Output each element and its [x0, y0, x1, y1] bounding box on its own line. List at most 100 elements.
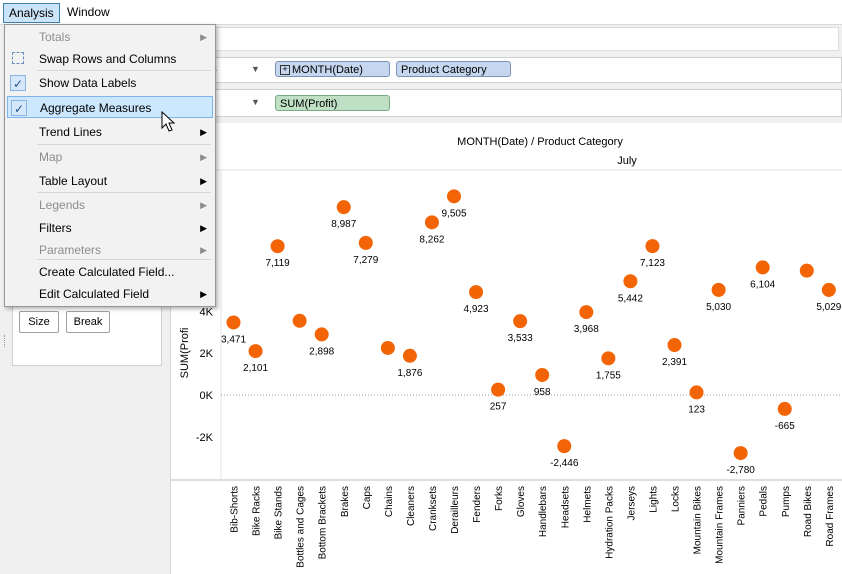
x-category-label: Locks	[671, 486, 682, 512]
data-label: 257	[490, 402, 507, 413]
size-button[interactable]: Size	[19, 311, 59, 333]
menu-item-label: Table Layout	[39, 174, 108, 188]
x-category-label: Chains	[384, 486, 395, 517]
menu-item-label: Show Data Labels	[39, 76, 137, 90]
chevron-down-icon[interactable]: ▼	[251, 64, 260, 74]
x-category-label: Bike Stands	[274, 486, 285, 539]
menu-item-table-layout[interactable]: Table Layout ▶	[7, 170, 213, 192]
data-label: 7,123	[640, 258, 665, 269]
data-label: 7,119	[265, 258, 290, 269]
break-button[interactable]: Break	[66, 311, 110, 333]
data-point[interactable]	[711, 282, 726, 297]
pill-month-date[interactable]: + MONTH(Date)	[275, 61, 390, 77]
menu-separator	[37, 192, 211, 193]
data-point[interactable]	[733, 446, 748, 461]
x-category-label: Jerseys	[626, 486, 637, 520]
menu-item-totals: Totals ▶	[7, 26, 213, 48]
menu-item-label: Trend Lines	[39, 125, 102, 139]
data-point[interactable]	[491, 382, 506, 397]
menu-separator	[37, 70, 211, 71]
data-point[interactable]	[380, 340, 395, 355]
menu-item-edit-calculated-field[interactable]: Edit Calculated Field ▶	[7, 283, 213, 305]
data-point[interactable]	[270, 239, 285, 254]
columns-shelf[interactable]: nns ▼ +MONTH(Date) Product Category	[150, 57, 842, 83]
data-label: 5,029	[816, 302, 841, 313]
data-point[interactable]	[645, 239, 660, 254]
data-label: 3,471	[221, 334, 246, 345]
data-label: 8,262	[419, 234, 444, 245]
expand-icon[interactable]: +	[280, 65, 290, 76]
data-label: 6,104	[750, 279, 775, 290]
data-label: 9,505	[441, 208, 466, 219]
data-point[interactable]	[402, 348, 417, 363]
data-point[interactable]	[799, 263, 814, 278]
chevron-down-icon[interactable]: ▼	[251, 97, 260, 107]
data-label: 2,101	[243, 363, 268, 374]
menu-item-label: Swap Rows and Columns	[39, 52, 177, 66]
menu-separator	[37, 259, 211, 260]
data-label: 1,876	[397, 368, 422, 379]
pill-product-category[interactable]: Product Category	[396, 61, 511, 77]
x-category-label: Pedals	[759, 486, 770, 517]
x-category-label: Bike Racks	[252, 486, 263, 536]
x-category-label: Gloves	[516, 486, 527, 517]
data-point[interactable]	[358, 235, 373, 250]
panel-resize-handle[interactable]	[4, 335, 7, 347]
data-point[interactable]	[579, 305, 594, 320]
chart-title: MONTH(Date) / Product Category	[457, 136, 623, 148]
data-point[interactable]	[447, 189, 461, 204]
data-point[interactable]	[469, 285, 484, 300]
data-point[interactable]	[821, 282, 836, 297]
y-axis-title: SUM(Profi	[179, 328, 191, 379]
menu-analysis[interactable]: Analysis	[3, 3, 60, 23]
pill-sum-profit[interactable]: SUM(Profit)	[275, 95, 390, 111]
x-category-label: Cranksets	[428, 486, 439, 531]
x-category-label: Helmets	[582, 486, 593, 523]
menu-item-label: Map	[39, 150, 63, 164]
data-label: 3,968	[574, 324, 599, 335]
chart-area: MONTH(Date) / Product Category July SUM(…	[170, 123, 842, 574]
data-point[interactable]	[535, 367, 550, 382]
data-point[interactable]	[424, 215, 439, 230]
data-point[interactable]	[314, 327, 329, 342]
data-point[interactable]	[292, 313, 307, 328]
checkmark-icon: ✓	[10, 75, 26, 91]
data-point[interactable]	[557, 439, 572, 454]
x-category-label: Forks	[494, 486, 505, 511]
menu-item-label: Totals	[39, 30, 71, 44]
data-point[interactable]	[226, 315, 241, 330]
data-point[interactable]	[689, 385, 704, 400]
data-point[interactable]	[601, 351, 616, 366]
data-label: 1,755	[596, 370, 621, 381]
data-point[interactable]	[513, 314, 528, 329]
x-category-label: Mountain Bikes	[693, 486, 704, 554]
menu-item-swap-rows-and-columns[interactable]: Swap Rows and Columns	[7, 48, 213, 70]
rows-shelf[interactable]: s ▼ SUM(Profit)	[150, 89, 842, 117]
data-label: -2,780	[726, 465, 755, 476]
x-category-label: Pumps	[781, 486, 792, 517]
x-category-label: Brakes	[340, 486, 351, 517]
toolbar-strip	[215, 27, 839, 51]
data-point[interactable]	[777, 401, 792, 416]
data-point[interactable]	[336, 200, 351, 215]
submenu-arrow-icon: ▶	[200, 32, 207, 42]
x-category-label: Headsets	[560, 486, 571, 528]
submenu-arrow-icon: ▶	[200, 127, 207, 137]
submenu-arrow-icon: ▶	[200, 152, 207, 162]
y-tick-label: 4K	[200, 306, 214, 318]
menu-window[interactable]: Window	[67, 5, 110, 19]
menu-item-filters[interactable]: Filters ▶	[7, 217, 213, 239]
menu-item-create-calculated-field[interactable]: Create Calculated Field...	[7, 261, 213, 283]
menu-item-label: Filters	[39, 221, 72, 235]
menu-item-show-data-labels[interactable]: ✓ Show Data Labels	[7, 72, 213, 94]
x-category-label: Road Frames	[825, 486, 836, 547]
pill-label: SUM(Profit)	[280, 98, 338, 110]
data-point[interactable]	[667, 338, 682, 353]
menu-item-label: Legends	[39, 198, 86, 212]
data-point[interactable]	[248, 344, 263, 359]
data-point[interactable]	[623, 274, 638, 289]
menu-item-trend-lines[interactable]: Trend Lines ▶	[7, 121, 213, 143]
data-point[interactable]	[755, 260, 770, 275]
menu-item-label: Create Calculated Field...	[39, 265, 175, 279]
menu-item-aggregate-measures[interactable]: ✓ Aggregate Measures	[7, 96, 213, 118]
